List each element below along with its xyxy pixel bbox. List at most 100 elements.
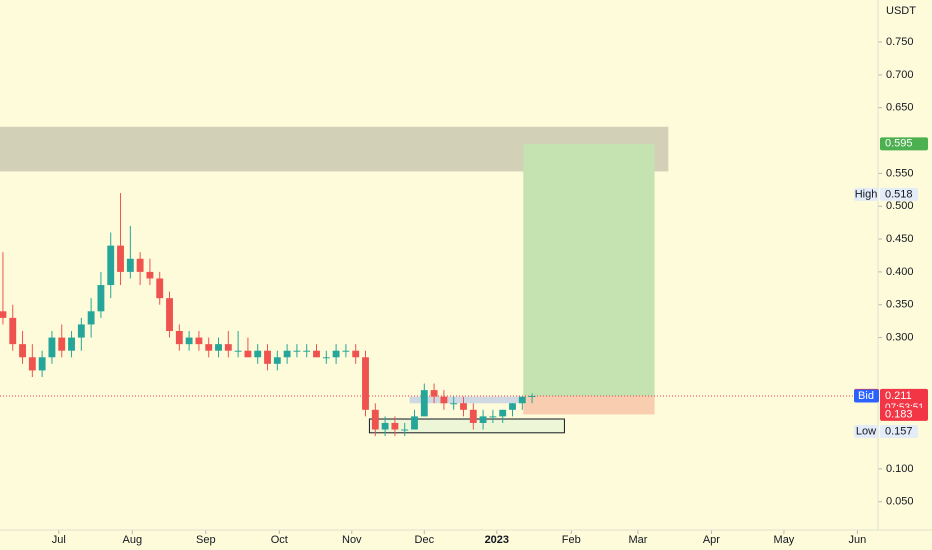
candle-body — [342, 350, 350, 352]
candle-body — [479, 416, 487, 423]
candle-body — [254, 350, 262, 358]
candle-body — [460, 403, 467, 410]
candle-body — [175, 331, 183, 345]
price-badge — [880, 187, 918, 201]
candle-body — [381, 422, 389, 430]
candle-body — [205, 344, 213, 351]
candle-body — [48, 337, 56, 358]
candle-body — [509, 403, 516, 410]
x-tick-label: Jun — [849, 534, 867, 546]
candle-body — [313, 350, 320, 358]
candle-body — [371, 409, 379, 430]
x-tick-label: Mar — [628, 534, 647, 546]
candle-body — [411, 416, 418, 430]
candle-body — [224, 344, 232, 351]
candle-body — [28, 357, 36, 371]
candle-body — [352, 350, 360, 358]
candle-body — [322, 357, 330, 359]
y-tick-label: 0.300 — [886, 331, 914, 343]
candle-body — [264, 350, 271, 364]
candle-body — [499, 409, 507, 417]
candle-body — [107, 245, 115, 286]
candle-body — [87, 311, 95, 325]
badge-name: Bid — [858, 390, 874, 402]
candle-body — [195, 337, 203, 345]
candle-body — [303, 350, 311, 352]
x-tick-label: Dec — [415, 534, 435, 546]
x-tick-label: May — [774, 534, 795, 546]
x-tick-label: Apr — [703, 534, 720, 546]
candle-body — [146, 271, 154, 279]
y-tick-label: 0.450 — [886, 233, 914, 245]
profit-zone — [523, 143, 655, 397]
y-tick-label: 0.350 — [886, 299, 914, 311]
price-badge-label: 0.183 — [885, 408, 913, 420]
candle-body — [68, 337, 75, 351]
candle-body — [0, 311, 7, 318]
range-box — [368, 418, 565, 434]
price-badge-label: 0.518 — [885, 188, 913, 200]
candle-body — [156, 278, 164, 299]
candle-body — [332, 350, 340, 358]
badge-name-bg — [854, 389, 879, 403]
candle-body — [77, 324, 85, 338]
candle-body — [185, 337, 193, 345]
candle-body — [420, 390, 428, 417]
loss-zone — [523, 396, 655, 415]
candle-body — [244, 350, 252, 358]
candle-body — [126, 258, 134, 272]
x-tick-label: Feb — [562, 534, 581, 546]
badge-name: Low — [856, 425, 876, 437]
price-badge-label: 0.211 — [885, 390, 912, 402]
y-tick-label: 0.050 — [886, 496, 914, 508]
candle-body — [19, 344, 26, 358]
y-tick-label: 0.100 — [886, 463, 914, 475]
candle-body — [430, 390, 438, 397]
candle-body — [362, 357, 369, 410]
price-badge-label: 0.157 — [885, 425, 913, 437]
x-tick-label: Sep — [196, 534, 216, 546]
candle-body — [391, 422, 399, 430]
candle-body — [234, 350, 242, 352]
candle-body — [489, 416, 497, 418]
candle-body — [283, 350, 291, 358]
y-tick-label: 0.400 — [886, 266, 914, 278]
price-badge — [880, 137, 928, 151]
price-badge — [880, 424, 918, 438]
candle-body — [528, 396, 536, 398]
y-tick-label: 0.500 — [886, 200, 914, 212]
candle-body — [136, 258, 144, 272]
candle-body — [401, 429, 409, 431]
candle-body — [215, 344, 222, 351]
candle-body — [166, 298, 173, 332]
badge-name: High — [855, 188, 878, 200]
candle-body — [273, 357, 281, 364]
y-tick-label: 0.700 — [886, 69, 914, 81]
badge-name-bg — [854, 187, 879, 201]
candle-body — [97, 285, 105, 312]
x-tick-label: Jul — [52, 534, 66, 546]
candle-body — [9, 317, 17, 345]
candle-body — [518, 396, 526, 404]
zone — [409, 396, 521, 404]
x-tick-label: Nov — [342, 534, 362, 546]
candle-body — [469, 409, 477, 423]
x-tick-label: 2023 — [485, 534, 509, 546]
candle-body — [450, 403, 458, 405]
price-badge — [880, 407, 928, 421]
y-tick-label: 0.550 — [886, 167, 914, 179]
x-tick-label: Aug — [122, 534, 142, 546]
candle-body — [38, 357, 46, 371]
candle-body — [58, 337, 66, 351]
candle-body — [440, 396, 448, 404]
axis-title: USDT — [886, 5, 916, 17]
candle-body — [293, 350, 301, 352]
y-tick-label: 0.750 — [886, 36, 914, 48]
y-tick-label: 0.650 — [886, 102, 914, 114]
price-badge-label: 0.595 — [885, 138, 913, 150]
candle-body — [117, 245, 124, 272]
badge-name-bg — [854, 424, 879, 438]
x-tick-label: Oct — [271, 534, 288, 546]
